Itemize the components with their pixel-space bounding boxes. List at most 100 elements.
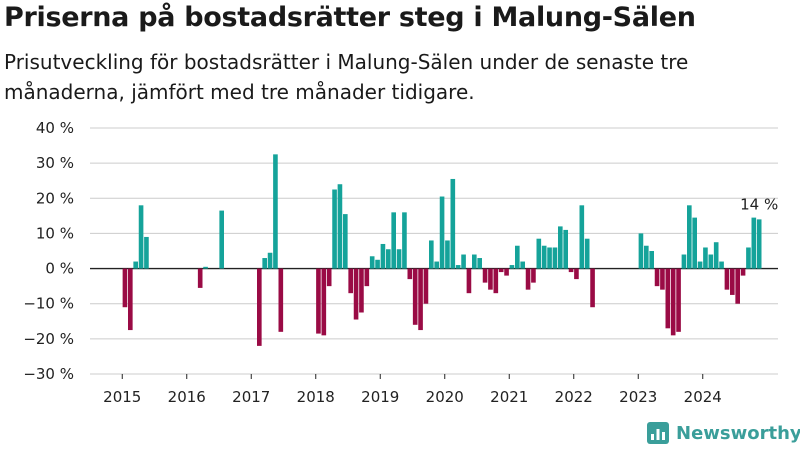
bar (267, 252, 273, 269)
bar (552, 247, 558, 269)
bar (730, 268, 735, 295)
bar (144, 236, 149, 269)
bar (412, 268, 418, 325)
bar (536, 238, 542, 269)
bar (708, 254, 714, 269)
bar (579, 205, 585, 269)
bar (563, 229, 568, 269)
y-tick-label: −30 % (23, 365, 74, 383)
x-tick-label: 2020 (426, 388, 464, 406)
bar (343, 214, 348, 269)
y-tick-label: 20 % (36, 189, 74, 207)
bar (434, 261, 439, 269)
bar (547, 247, 552, 269)
bar (450, 178, 456, 269)
bar (316, 268, 321, 334)
bar (498, 268, 504, 273)
bar (644, 245, 649, 269)
bar (692, 217, 697, 269)
bar (461, 254, 466, 269)
y-tick-label: 0 % (45, 260, 74, 278)
bar (525, 268, 531, 290)
bar (568, 268, 574, 273)
bar (665, 268, 671, 329)
x-tick-label: 2015 (103, 388, 141, 406)
x-axis: 2015 2016 2017 2018 2019 2020 2021 2022 2023 2024 (103, 374, 722, 406)
bar (197, 268, 203, 288)
bar (515, 245, 520, 269)
bar (541, 245, 547, 269)
bar (273, 154, 278, 269)
newsworthy-logo: Newsworthy (646, 420, 800, 446)
bar (359, 268, 364, 313)
bar (638, 233, 644, 269)
bar (445, 240, 450, 269)
bar (138, 205, 144, 269)
bar (326, 268, 332, 287)
bar (504, 268, 509, 276)
bar (466, 268, 472, 294)
chart-title: Priserna på bostadsrätter steg i Malung-… (4, 2, 696, 33)
x-tick-label: 2022 (555, 388, 593, 406)
bar (429, 240, 434, 269)
bar (509, 265, 515, 269)
bar (488, 268, 493, 290)
bar (369, 256, 375, 269)
bar (122, 268, 128, 308)
bar (257, 268, 262, 346)
bar (751, 217, 757, 269)
bar (348, 268, 353, 294)
bar (746, 247, 751, 269)
bar (353, 268, 359, 320)
bar (670, 268, 676, 336)
data-label: 14 % (740, 195, 778, 213)
bar (756, 219, 762, 269)
grid-lines (90, 127, 778, 375)
bar (472, 254, 477, 269)
bar (439, 196, 445, 269)
x-tick-label: 2019 (361, 388, 399, 406)
bar (493, 268, 499, 294)
x-tick-label: 2016 (168, 388, 206, 406)
y-tick-label: −10 % (23, 295, 74, 313)
newsworthy-logo-icon (647, 422, 669, 444)
bar (423, 268, 429, 304)
bar (337, 184, 343, 269)
bar (477, 258, 482, 269)
y-tick-label: 30 % (36, 154, 74, 172)
bar (402, 212, 407, 269)
bar (391, 212, 396, 269)
x-tick-label: 2017 (232, 388, 270, 406)
bar (654, 268, 660, 287)
logo-text: Newsworthy (676, 422, 800, 444)
bar (396, 249, 402, 269)
bar (203, 266, 208, 269)
chart-subtitle: Prisutveckling för bostadsrätter i Malun… (4, 50, 689, 104)
bar (584, 238, 590, 269)
bar (262, 258, 267, 269)
bar (681, 254, 687, 269)
bar (676, 268, 681, 332)
bar (386, 249, 391, 269)
bar (375, 259, 380, 269)
bar (332, 189, 337, 269)
bar (724, 268, 730, 290)
bar (128, 268, 133, 331)
bar (380, 243, 386, 269)
bar (735, 268, 740, 304)
bar (455, 265, 461, 269)
bar (418, 268, 423, 331)
bar (697, 261, 703, 269)
bar (590, 268, 595, 308)
x-tick-label: 2024 (684, 388, 722, 406)
bar (407, 268, 413, 280)
bars (122, 154, 762, 346)
bar (660, 268, 665, 290)
bar (687, 205, 692, 269)
bar (740, 268, 746, 276)
bar (713, 242, 719, 269)
annotations: 14 % (740, 195, 778, 213)
bar (558, 226, 563, 269)
bar (574, 268, 579, 280)
